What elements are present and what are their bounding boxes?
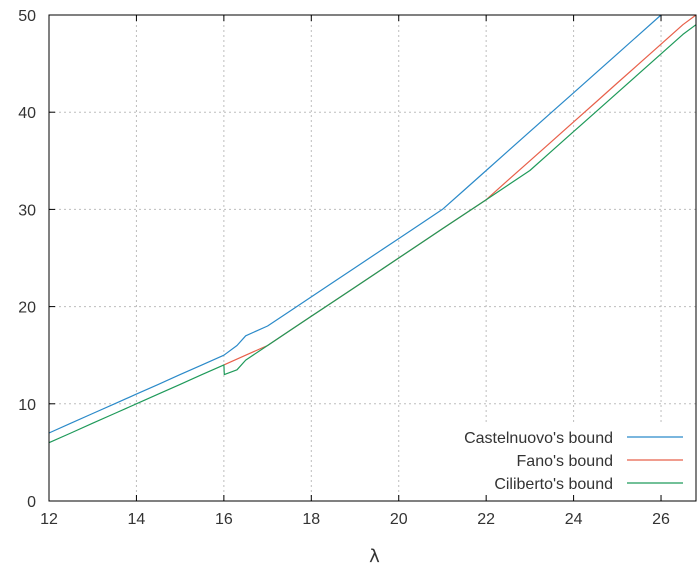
- x-tick-label: 18: [302, 511, 320, 528]
- axis-ticks: [48, 14, 662, 502]
- x-tick-labels: 12 14 16 18 20 22 24 26: [40, 511, 670, 528]
- y-tick-label: 0: [27, 494, 36, 511]
- y-tick-label: 10: [18, 397, 36, 414]
- series-line-castelnuovo-s-bound: [48, 14, 662, 434]
- x-tick-label: 26: [652, 511, 670, 528]
- y-tick-label: 30: [18, 202, 36, 219]
- y-tick-label: 20: [18, 300, 36, 317]
- x-axis-title: λ: [369, 546, 380, 567]
- legend-label: Fano's bound: [517, 453, 613, 470]
- x-tick-label: 16: [215, 511, 233, 528]
- legend-label: Ciliberto's bound: [494, 476, 613, 493]
- grid-lines: [49, 15, 696, 501]
- x-tick-label: 24: [565, 511, 583, 528]
- series-line-ciliberto-s-bound: [48, 24, 697, 444]
- plot-frame: [48, 14, 697, 502]
- legend: Castelnuovo's bound Fano's bound Ciliberto…: [464, 430, 683, 493]
- x-tick-label: 22: [477, 511, 495, 528]
- y-tick-labels: 0 10 20 30 40 50: [18, 8, 36, 511]
- series-line-fano-s-bound: [223, 14, 697, 366]
- plot-series: [48, 14, 697, 444]
- y-tick-label: 40: [18, 105, 36, 122]
- x-tick-label: 14: [128, 511, 146, 528]
- x-tick-label: 20: [390, 511, 408, 528]
- legend-label: Castelnuovo's bound: [464, 430, 613, 447]
- x-tick-label: 12: [40, 511, 58, 528]
- y-tick-label: 50: [18, 8, 36, 25]
